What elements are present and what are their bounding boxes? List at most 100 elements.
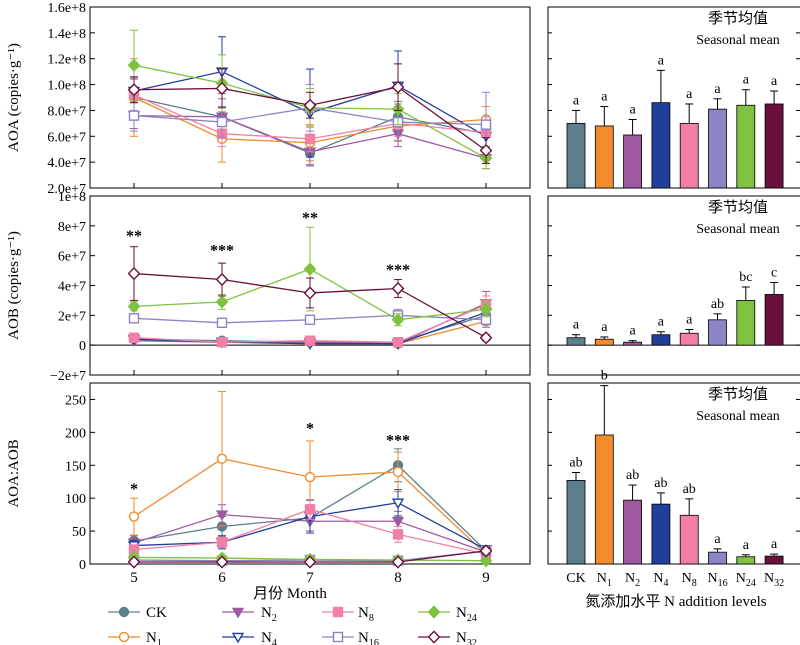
legend-marker (332, 606, 344, 618)
legend-entry-N2: N2 (222, 605, 277, 624)
x-tick-label: 9 (482, 570, 490, 586)
data-point-N32 (479, 544, 493, 558)
bar-sig-letter: a (658, 53, 665, 68)
bar-N1 (594, 338, 614, 346)
bar-N16 (708, 551, 727, 565)
data-point-N1 (216, 453, 228, 464)
data-point-N24 (303, 262, 317, 276)
y-tick-label: −2e+7 (50, 369, 86, 384)
y-axis-label: AOA (copies·g⁻¹) (6, 43, 22, 152)
series-N32 (127, 63, 493, 164)
bar-sig-letter: a (714, 82, 721, 97)
y-tick-label: 100 (65, 492, 86, 507)
bar-N1 (594, 434, 614, 565)
bar-category-sub: 32 (774, 578, 784, 589)
data-point-N8 (304, 504, 316, 515)
x-tick-label: 7 (306, 570, 314, 586)
series-N32 (127, 544, 493, 569)
y-tick-label: 1.4e+8 (47, 27, 86, 42)
data-point-N1 (304, 471, 316, 483)
data-point-N24 (391, 313, 405, 327)
y-tick-label: 4.0e+7 (47, 156, 86, 171)
bar-N24 (736, 556, 756, 565)
bar-sig-letter: b (601, 369, 608, 384)
data-point-N24 (127, 299, 141, 314)
bar-N2 (623, 341, 642, 346)
y-tick-label: 2.0e+7 (47, 182, 86, 197)
data-point-N32 (215, 555, 229, 569)
significance-label: *** (386, 262, 410, 279)
bar-category-label: CK (566, 571, 585, 586)
data-point-N32 (127, 266, 141, 281)
series-N32 (127, 246, 493, 345)
data-point-N32 (303, 98, 317, 112)
significance-label: *** (210, 243, 234, 260)
y-tick-label: 1.2e+8 (47, 53, 86, 68)
y-tick-label: 0 (79, 339, 86, 354)
bar-category-label: N2 (625, 571, 640, 589)
legend-label: N16 (358, 630, 379, 645)
data-point-N24 (479, 554, 493, 568)
y-tick-label: 1.6e+8 (47, 1, 86, 16)
significance-label: * (130, 481, 138, 498)
data-point-N16 (216, 116, 228, 128)
bar-N4 (651, 102, 671, 189)
legend-label: N24 (456, 605, 477, 624)
bar-N24 (736, 104, 756, 189)
bar-N4 (651, 334, 671, 346)
bar-CK (566, 337, 586, 346)
y-tick-label: 4e+7 (58, 280, 86, 295)
data-point-N1 (128, 511, 140, 522)
bar-N2 (623, 499, 642, 565)
data-point-N32 (479, 331, 493, 345)
bar-panel-frame (547, 382, 800, 565)
data-point-N24 (127, 58, 141, 72)
legend-marker (231, 632, 245, 644)
x-tick-label: 6 (218, 570, 226, 586)
bar-sig-letter: a (771, 537, 778, 552)
y-tick-label: 1.0e+8 (47, 79, 86, 94)
data-point-N32 (391, 80, 405, 94)
legend-label-sub: 2 (272, 613, 277, 624)
data-point-N8 (392, 336, 404, 348)
bar-panel-frame (547, 6, 800, 189)
data-point-N24 (215, 295, 229, 309)
bar-panel-0: 季节均值 Seasonal mean a a a a a a a a (547, 6, 800, 189)
series-N24 (127, 226, 493, 327)
bar-sig-letter: ab (626, 468, 639, 483)
data-point-N32 (479, 143, 493, 158)
bar-N32 (764, 555, 784, 565)
legend-entry-N4: N4 (222, 630, 277, 645)
bar-sig-letter: c (771, 266, 777, 281)
y-tick-label: 250 (65, 393, 86, 408)
data-point-N8 (304, 335, 316, 346)
bar-sig-letter: ab (654, 476, 667, 491)
bar-sig-letter: a (629, 102, 636, 117)
data-point-N16 (128, 313, 140, 324)
legend-label-sub: 16 (369, 638, 379, 645)
data-point-N4 (391, 498, 405, 510)
line-panel-0: 2.0e+7 4.0e+7 6.0e+7 8.0e+7 1.0e+8 1.2e+8 1.4e… (6, 1, 531, 197)
bar-N8 (679, 122, 699, 189)
legend-label: N32 (456, 630, 477, 645)
significance-label: * (306, 421, 314, 438)
legend-entry-N8: N8 (322, 605, 374, 624)
bar-N2 (623, 134, 642, 189)
bar-sig-letter: ab (683, 482, 696, 497)
bar-x-axis-title: 氮添加水平 N addition levels (585, 593, 766, 610)
significance-label: ** (302, 210, 318, 227)
bar-sig-letter: ab (569, 456, 582, 471)
bar-category-label: N24 (736, 571, 756, 589)
legend-marker (118, 631, 130, 643)
legend-label: N1 (146, 630, 162, 645)
panel-header-en: Seasonal mean (696, 409, 780, 424)
y-axis-label: AOA:AOB (6, 439, 22, 507)
panel-header-en: Seasonal mean (696, 33, 780, 48)
bar-N16 (708, 319, 727, 346)
y-tick-label: 6e+7 (58, 250, 86, 265)
bar-category-sub: 1 (607, 578, 612, 589)
bar-category-label: N16 (707, 571, 727, 589)
bar-sig-letter: bc (739, 270, 752, 285)
